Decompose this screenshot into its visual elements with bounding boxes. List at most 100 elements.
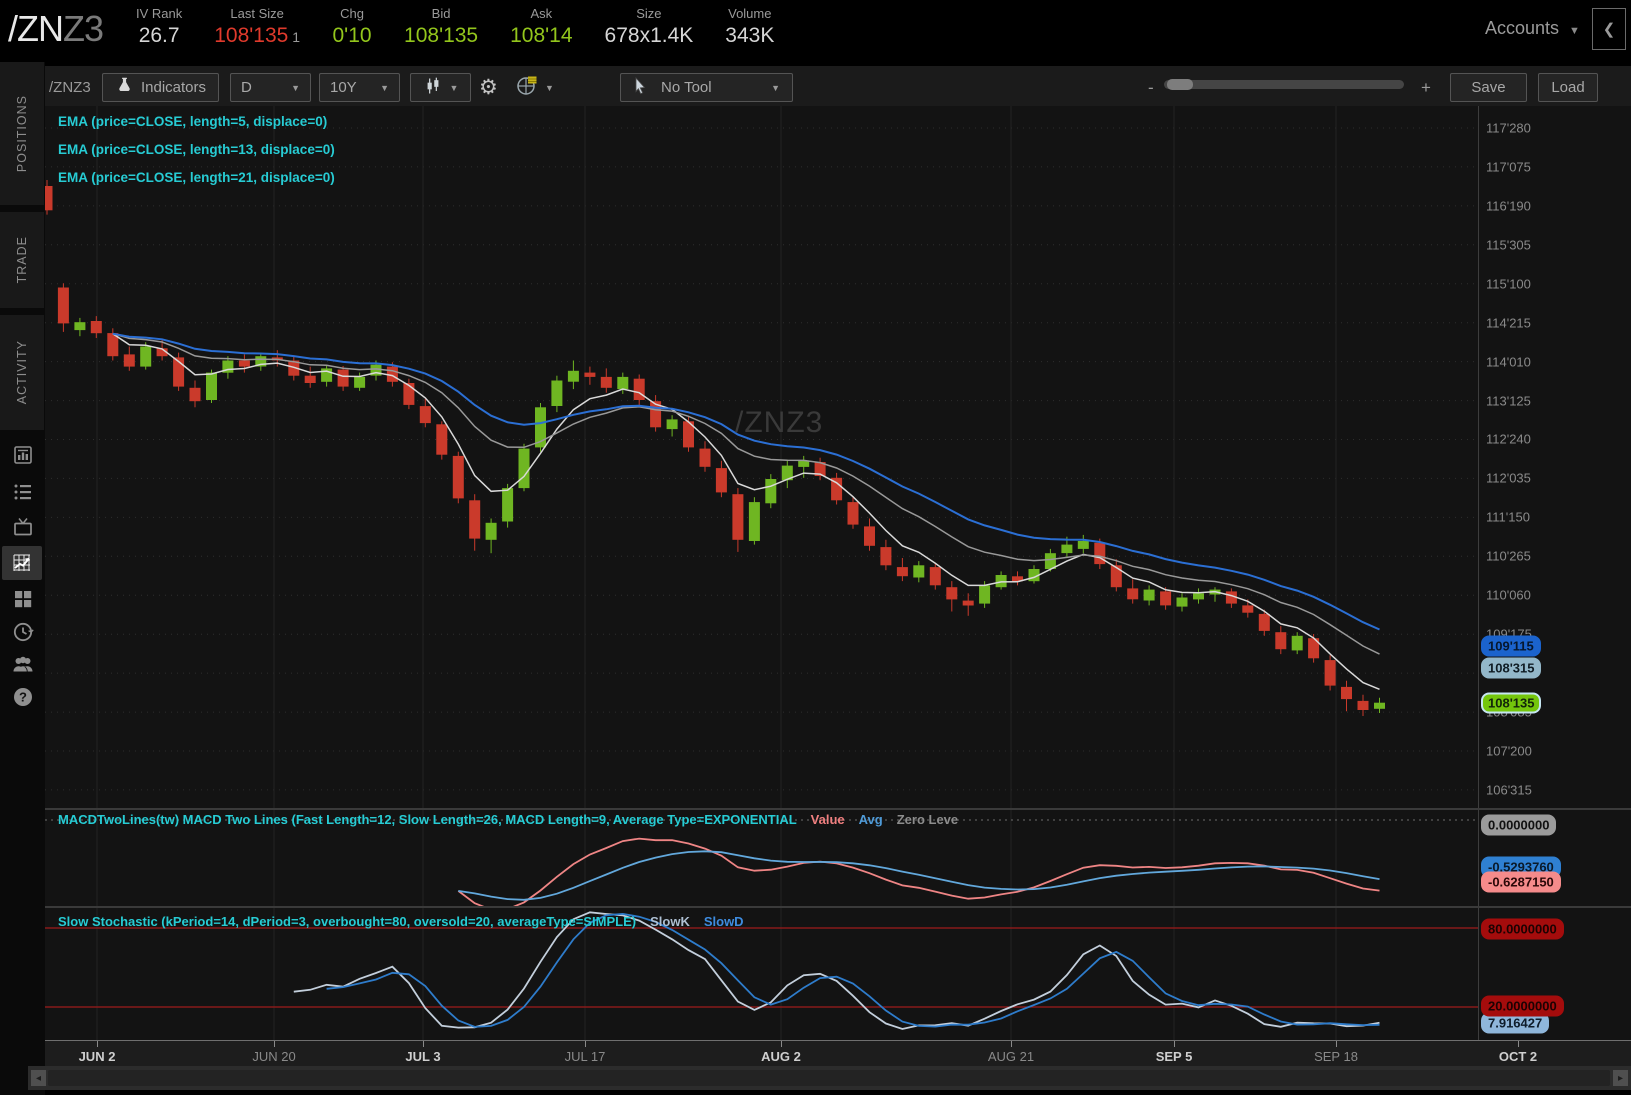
- ema-study-label[interactable]: EMA (price=CLOSE, length=21, displace=0): [58, 170, 335, 185]
- watchlist-icon: [14, 484, 31, 500]
- plus-icon: +: [1421, 77, 1431, 97]
- drawing-tool-dropdown[interactable]: No Tool ▼: [620, 73, 793, 102]
- time-axis-label: JUN 2: [78, 1049, 116, 1064]
- svg-text:?: ?: [19, 690, 27, 705]
- scrollbar-track[interactable]: [48, 1070, 1610, 1086]
- chevron-down-icon: ▼: [545, 82, 554, 93]
- symbol-input[interactable]: /ZNZ3: [49, 73, 95, 102]
- scroll-left-button[interactable]: ◂: [31, 1070, 46, 1086]
- collapse-panel-button[interactable]: ❮: [1592, 8, 1626, 50]
- price-tick-label: 114'010: [1486, 354, 1531, 370]
- sidebar-tab-positions[interactable]: POSITIONS: [0, 62, 44, 205]
- scroll-right-button[interactable]: ▸: [1613, 1070, 1628, 1086]
- ema-5-line: [112, 333, 1380, 690]
- sidebar-tab-label: TRADE: [15, 236, 29, 284]
- chart-settings-button[interactable]: ⚙: [479, 73, 498, 102]
- ema-21-line: [112, 332, 1380, 631]
- load-button[interactable]: Load: [1538, 73, 1598, 102]
- ema-study-labels: EMA (price=CLOSE, length=5, displace=0) E…: [58, 108, 335, 192]
- macd-study-panel[interactable]: [45, 810, 1478, 906]
- globe-grid-icon: [515, 73, 539, 102]
- ema-study-label[interactable]: EMA (price=CLOSE, length=13, displace=0): [58, 142, 335, 157]
- zoom-slider-handle[interactable]: [1167, 79, 1193, 90]
- price-bubble: 108'135: [1481, 692, 1542, 714]
- stat-volume: Volume 343K: [709, 6, 790, 48]
- stochastic-params-label[interactable]: Slow Stochastic (kPeriod=14, dPeriod=3, …: [58, 914, 637, 929]
- sidebar-tab-activity[interactable]: ACTIVITY: [0, 315, 44, 430]
- price-tick-label: 112'240: [1486, 431, 1531, 447]
- macd-legend-zero-leve[interactable]: Zero Leve: [896, 812, 959, 827]
- stat-value: 0'10: [332, 24, 372, 47]
- range-dropdown[interactable]: 10Y ▼: [319, 73, 400, 102]
- stochastic-legend-slowk[interactable]: SlowK: [650, 914, 690, 929]
- price-bubble: 0.0000000: [1481, 814, 1557, 836]
- macd-params-label[interactable]: MACDTwoLines(tw) MACD Two Lines (Fast Le…: [58, 812, 797, 827]
- macd-legend-avg[interactable]: Avg: [858, 812, 883, 827]
- sidebar-tab-label: POSITIONS: [15, 94, 29, 173]
- accounts-dropdown[interactable]: Accounts ▼: [1485, 18, 1580, 39]
- time-axis-label: AUG 2: [761, 1049, 801, 1064]
- save-button[interactable]: Save: [1450, 73, 1527, 102]
- timeframe-value: D: [241, 79, 252, 96]
- zoom-in-button[interactable]: +: [1421, 73, 1431, 102]
- chart-type-dropdown[interactable]: ▼: [410, 73, 471, 102]
- stat-label: Chg: [340, 6, 364, 21]
- sidebar-charts-icon[interactable]: [2, 546, 42, 580]
- sidebar-news-report-icon[interactable]: [0, 438, 45, 472]
- price-tick-label: 115'100: [1486, 276, 1531, 292]
- stat-label: IV Rank: [136, 6, 183, 21]
- quote-stats: IV Rank 26.7 Last Size 108'135 1 Chg 0'10 Bid 1…: [120, 6, 790, 48]
- time-tick: [585, 1041, 586, 1047]
- sidebar-community-icon[interactable]: [0, 647, 45, 681]
- quote-header: /ZNZ3 IV Rank 26.7 Last Size 108'135 1 Chg 0'…: [0, 0, 1631, 62]
- sidebar-tv-icon[interactable]: [0, 510, 45, 544]
- time-tick: [423, 1041, 424, 1047]
- sidebar-help-icon[interactable]: ?: [0, 680, 45, 714]
- time-axis-label: JUL 3: [405, 1049, 441, 1064]
- sidebar-grid-apps-icon[interactable]: [0, 582, 45, 616]
- gear-icon: ⚙: [479, 76, 498, 99]
- indicators-button[interactable]: Indicators: [102, 73, 219, 102]
- time-axis-label: OCT 2: [1498, 1049, 1538, 1064]
- price-bubble: 109'115: [1481, 635, 1541, 657]
- stat-value: 108'14: [510, 24, 573, 47]
- time-tick: [1174, 1041, 1175, 1047]
- stat-value: 26.7: [138, 24, 180, 47]
- price-axis[interactable]: 117'280 117'075 116'190 115'305 115'100 114'2…: [1478, 106, 1631, 1040]
- time-tick: [97, 1041, 98, 1047]
- sidebar-tab-trade[interactable]: TRADE: [0, 212, 44, 308]
- stochastic-legend-slowd[interactable]: SlowD: [703, 914, 744, 929]
- price-bubble: -0.6287150: [1481, 871, 1561, 893]
- sidebar-history-icon[interactable]: [0, 615, 45, 649]
- macd-avg-line: [458, 850, 1380, 901]
- time-axis[interactable]: JUN 2 JUN 20 JUL 3 JUL 17 AUG 2 AUG 21 SEP 5 SE…: [45, 1040, 1631, 1066]
- ema-13-line: [112, 332, 1380, 655]
- time-axis-label: JUL 17: [564, 1049, 606, 1064]
- timeframe-dropdown[interactable]: D ▼: [230, 73, 311, 102]
- chart-horizontal-scrollbar[interactable]: ◂ ▸: [28, 1066, 1631, 1090]
- charts-icon: [13, 554, 30, 571]
- macd-study-label: MACDTwoLines(tw) MACD Two Lines (Fast Le…: [58, 812, 972, 827]
- sidebar-watchlist-icon[interactable]: [0, 475, 45, 509]
- stochastic-study-panel[interactable]: [45, 908, 1478, 1040]
- stat-label: Volume: [728, 6, 772, 21]
- price-tick-label: 107'200: [1486, 743, 1532, 759]
- panel-separator[interactable]: [45, 906, 1631, 908]
- price-tick-label: 116'190: [1486, 198, 1531, 214]
- ema-study-label[interactable]: EMA (price=CLOSE, length=5, displace=0): [58, 114, 328, 129]
- zoom-out-button[interactable]: -: [1148, 73, 1154, 102]
- price-tick-label: 114'215: [1486, 315, 1531, 331]
- main-chart-panel[interactable]: /ZNZ3 EMA (price=CLOSE, length=5, displa…: [45, 106, 1478, 808]
- panel-separator[interactable]: [45, 808, 1631, 810]
- stat-chg: Chg 0'10: [316, 6, 388, 48]
- macd-legend-value[interactable]: Value: [810, 812, 845, 827]
- time-axis-label: AUG 21: [987, 1049, 1035, 1064]
- price-tick-label: 112'035: [1486, 470, 1531, 486]
- help-icon: ?: [13, 688, 32, 706]
- price-tick-label: 110'265: [1486, 548, 1531, 564]
- zoom-slider[interactable]: [1164, 79, 1404, 90]
- triangle-left-icon: ◂: [35, 1072, 42, 1084]
- minus-icon: -: [1148, 77, 1154, 97]
- stat-label: Last Size: [230, 6, 284, 21]
- chart-link-dropdown[interactable]: ▼: [515, 73, 554, 102]
